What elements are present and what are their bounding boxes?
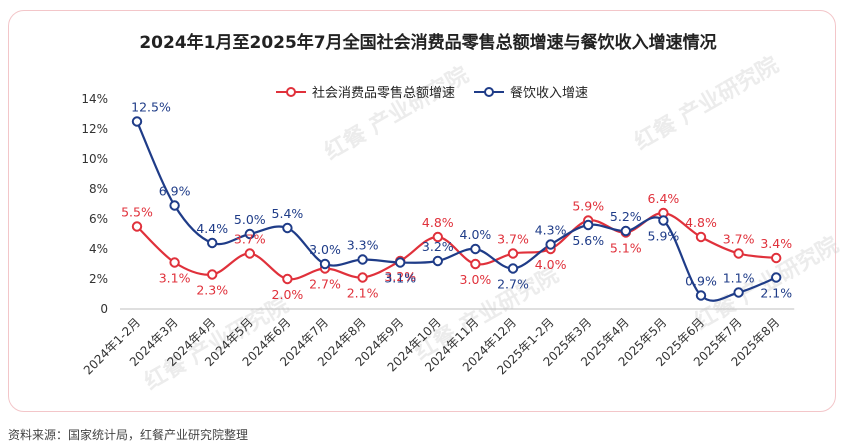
catering-label: 6.9%	[159, 184, 191, 199]
y-tick-label: 2%	[89, 272, 108, 286]
catering-label: 3.0%	[309, 242, 341, 257]
retail-sales-label: 3.1%	[159, 271, 191, 286]
retail-sales-label: 3.0%	[460, 272, 492, 287]
catering-point	[169, 200, 180, 211]
chart-card	[8, 10, 836, 412]
retail-sales-point	[695, 231, 707, 243]
retail-sales-label: 3.7%	[497, 232, 529, 247]
catering-label: 5.9%	[648, 229, 680, 244]
retail-sales-point	[507, 248, 519, 259]
retail-sales-line	[136, 211, 777, 281]
catering-point	[695, 290, 707, 301]
catering-point	[319, 258, 331, 270]
catering-label: 3.3%	[347, 238, 379, 253]
retail-sales-label: 2.0%	[272, 287, 304, 302]
catering-label: 3.2%	[422, 239, 454, 254]
retail-sales-label: 3.7%	[723, 232, 755, 247]
catering-point	[771, 272, 782, 283]
y-tick-label: 14%	[81, 92, 108, 106]
legend-label: 餐饮收入增速	[510, 85, 588, 101]
catering-point	[357, 254, 368, 265]
retail-sales-point	[131, 221, 143, 232]
retail-sales-label: 5.9%	[572, 199, 604, 214]
retail-sales-label: 3.7%	[234, 232, 266, 247]
catering-point	[507, 263, 519, 274]
retail-sales-point	[733, 248, 744, 259]
retail-sales-point	[282, 273, 293, 285]
catering-point	[733, 287, 744, 298]
catering-label: 5.2%	[610, 209, 642, 224]
catering-point	[207, 237, 218, 249]
catering-label: 4.3%	[535, 223, 567, 238]
catering-label: 5.4%	[272, 206, 304, 221]
retail-sales-point	[432, 231, 443, 243]
chart-title: 2024年1月至2025年7月全国社会消费品零售总额增速与餐饮收入增速情况	[139, 33, 717, 53]
catering-line	[135, 121, 777, 302]
catering-label: 4.4%	[196, 221, 228, 236]
retail-sales-label: 5.1%	[610, 241, 642, 256]
y-tick-label: 8%	[89, 182, 108, 196]
retail-sales-label: 5.5%	[121, 205, 153, 220]
y-tick-label: 4%	[89, 242, 108, 256]
catering-point	[244, 228, 256, 240]
catering-label: 12.5%	[131, 100, 171, 115]
catering-point	[658, 215, 669, 226]
retail-sales-point	[207, 269, 218, 280]
retail-sales-point	[771, 252, 782, 264]
y-tick-label: 10%	[81, 152, 108, 166]
legend-marker	[286, 87, 296, 97]
retail-sales-point	[470, 258, 481, 270]
retail-sales-label: 4.0%	[535, 257, 567, 272]
retail-sales-point	[244, 248, 256, 259]
retail-sales-label: 3.2%	[384, 269, 416, 284]
catering-point	[620, 225, 631, 237]
retail-sales-label: 4.8%	[685, 215, 717, 230]
legend: 社会消费品零售总额增速 餐饮收入增速	[276, 85, 588, 101]
catering-point	[432, 255, 443, 267]
watermark-text: 红餐 产业研究院	[320, 62, 473, 165]
retail-sales-point	[357, 272, 368, 283]
catering-point	[131, 116, 143, 127]
catering-point	[545, 239, 556, 250]
x-tick-label: 2024年1-2月	[81, 315, 143, 377]
source-note: 资料来源：国家统计局，红餐产业研究院整理	[8, 428, 249, 442]
catering-point	[583, 219, 594, 231]
catering-label: 1.1%	[723, 271, 755, 286]
retail-sales-label: 3.4%	[760, 236, 792, 251]
catering-label: 5.6%	[572, 233, 604, 248]
series-lines	[135, 121, 777, 302]
catering-label: 4.0%	[460, 227, 492, 242]
retail-sales-label: 4.8%	[422, 215, 454, 230]
catering-point	[395, 257, 406, 268]
catering-label: 0.9%	[685, 274, 717, 289]
y-tick-label: 6%	[89, 212, 108, 226]
catering-label: 3.1%	[384, 271, 416, 286]
retail-sales-label: 6.4%	[648, 191, 680, 206]
retail-sales-label: 2.7%	[309, 277, 341, 292]
catering-label: 5.0%	[234, 212, 266, 227]
catering-point	[470, 243, 481, 255]
data-labels: 5.5% 3.1% 2.3% 3.7% 2.0% 2.7% 2.1% 3.2% 4.8% 3.0%…	[121, 100, 792, 303]
legend-marker	[484, 87, 494, 97]
catering-label: 2.7%	[497, 277, 529, 292]
retail-sales-label: 2.3%	[196, 283, 228, 298]
retail-sales-label: 2.1%	[347, 286, 379, 301]
legend-label: 社会消费品零售总额增速	[312, 85, 455, 101]
retail-sales-point	[169, 257, 180, 268]
watermark-text: 红餐 产业研究院	[630, 52, 783, 155]
y-tick-label: 0	[100, 302, 108, 316]
data-points	[131, 116, 782, 301]
y-tick-label: 12%	[81, 122, 108, 136]
catering-label: 2.1%	[760, 286, 792, 301]
catering-point	[282, 222, 293, 234]
